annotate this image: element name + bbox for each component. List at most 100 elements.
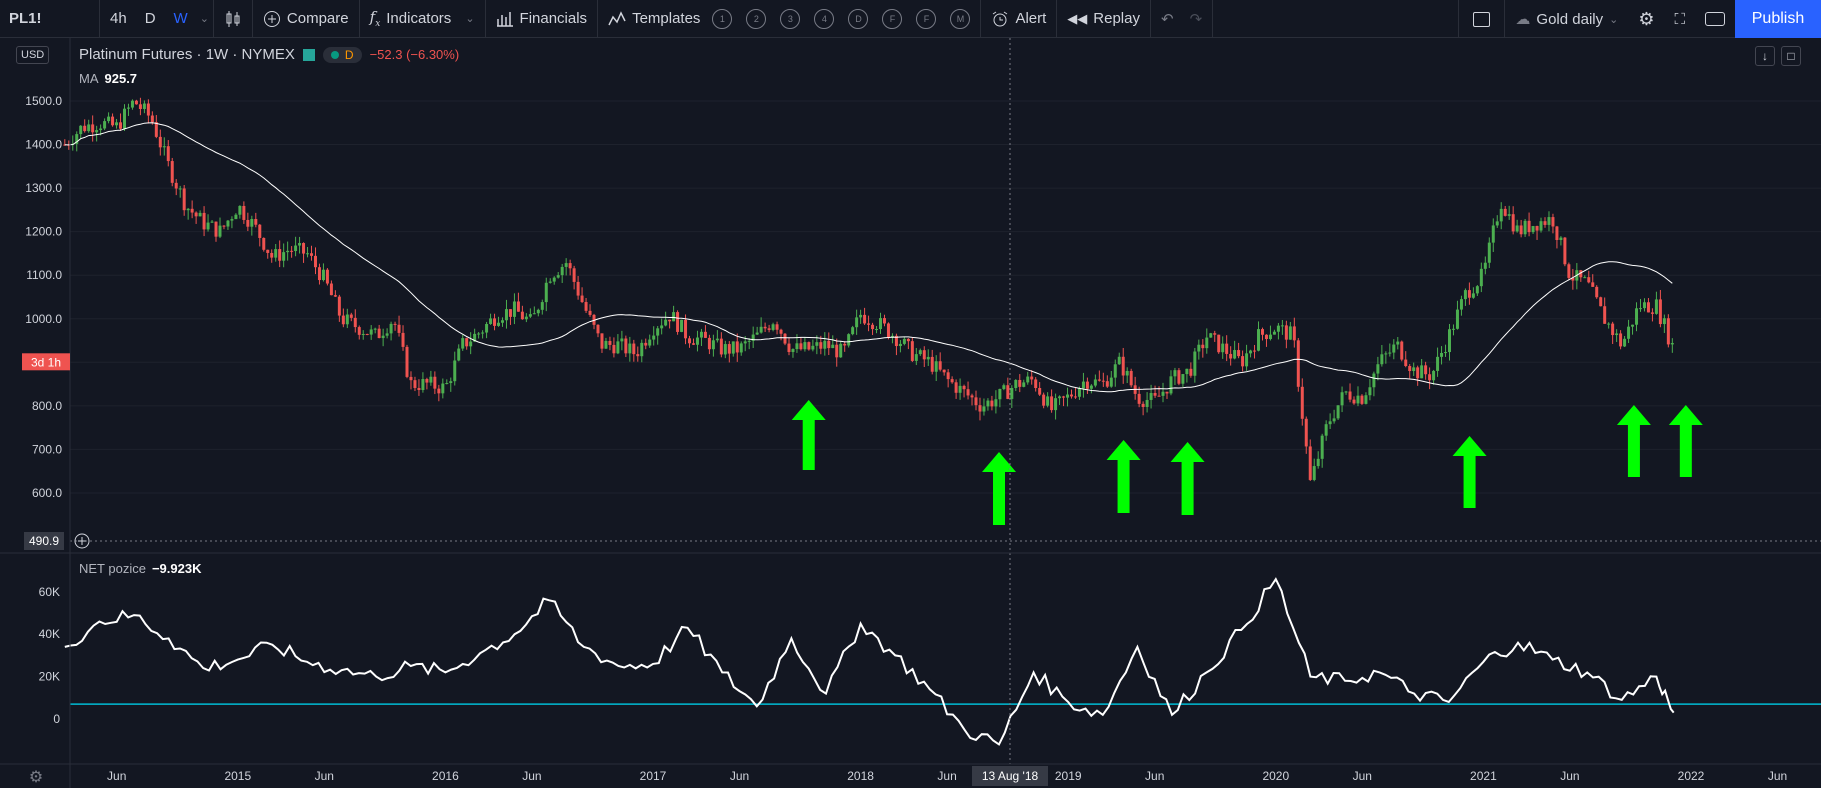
time-tick-label: 2022 xyxy=(1678,769,1705,783)
candle-body xyxy=(831,344,835,349)
candle-body xyxy=(111,116,115,126)
candle-body xyxy=(747,340,751,342)
chart-canvas[interactable]: 1500.01400.01300.01200.01100.01000.0900.… xyxy=(0,38,1821,788)
time-tick-label: Jun xyxy=(522,769,541,783)
interval-d[interactable]: D xyxy=(144,10,156,27)
ma-value: 925.7 xyxy=(104,71,138,86)
candle-body xyxy=(1225,343,1229,354)
currency-selector[interactable]: USD xyxy=(16,46,50,64)
layout-button[interactable] xyxy=(1459,0,1504,38)
candle-body xyxy=(1042,394,1046,406)
fullscreen-button[interactable]: ⛶ xyxy=(1664,0,1695,38)
candle-body xyxy=(341,315,345,325)
candle-body xyxy=(286,250,290,253)
maximize-pane-icon[interactable]: □ xyxy=(1781,46,1801,66)
candle-body xyxy=(516,301,520,312)
candle-body xyxy=(676,312,680,332)
candle-body xyxy=(556,275,560,278)
candle-body xyxy=(361,333,365,335)
candle-body xyxy=(886,323,890,338)
candle-body xyxy=(1483,262,1487,269)
candle-body xyxy=(1237,350,1241,357)
template-slot[interactable]: 1 xyxy=(712,8,733,29)
camera-icon xyxy=(1705,12,1725,26)
template-slot[interactable]: 2 xyxy=(746,8,767,29)
candle-body xyxy=(134,100,138,105)
template-slot[interactable]: F xyxy=(916,8,937,29)
candle-body xyxy=(719,338,723,355)
publish-button[interactable]: Publish xyxy=(1735,0,1821,38)
templates-button[interactable]: Templates xyxy=(598,0,710,38)
candle-body xyxy=(493,318,497,326)
indicators-button[interactable]: fx Indicators ⌄ xyxy=(360,0,485,38)
redo-icon[interactable]: ↷ xyxy=(1189,10,1203,28)
undo-icon[interactable]: ↶ xyxy=(1160,10,1174,28)
alert-button[interactable]: Alert xyxy=(981,0,1056,38)
candle-body xyxy=(1181,374,1185,384)
template-slot[interactable]: D xyxy=(848,8,869,29)
candle-body xyxy=(1264,334,1268,340)
candle-body xyxy=(1559,237,1563,240)
candle-body xyxy=(926,356,930,360)
candle-body xyxy=(596,324,600,334)
candle-body xyxy=(636,354,640,357)
symbol-search[interactable]: PL1! xyxy=(0,0,100,38)
interval-dropdown-icon[interactable]: ⌄ xyxy=(199,13,209,25)
candle-body xyxy=(727,344,731,354)
candle-body xyxy=(1097,379,1101,381)
candle-body xyxy=(1424,365,1428,375)
candle-body xyxy=(608,340,612,345)
time-tick-label: Jun xyxy=(315,769,334,783)
candle-body xyxy=(855,317,859,328)
chart-type-button[interactable] xyxy=(214,0,252,38)
candle-body xyxy=(863,314,867,324)
candle-body xyxy=(1467,290,1471,298)
candle-body xyxy=(1157,395,1161,397)
candle-body xyxy=(469,341,473,347)
candle-body xyxy=(461,338,465,349)
replay-button[interactable]: ◀◀ Replay xyxy=(1057,0,1150,38)
compare-button[interactable]: Compare xyxy=(253,0,359,38)
interval-w[interactable]: W xyxy=(173,10,188,27)
candle-body xyxy=(1002,385,1006,389)
candle-body xyxy=(429,376,433,383)
candle-body xyxy=(234,214,238,220)
candle-body xyxy=(1412,367,1416,372)
candle-body xyxy=(369,329,373,335)
add-plus-icon[interactable] xyxy=(74,533,90,549)
snapshot-button[interactable] xyxy=(1695,0,1735,38)
candle-body xyxy=(1316,458,1320,467)
template-slot[interactable]: 4 xyxy=(814,8,835,29)
template-slot[interactable]: 3 xyxy=(780,8,801,29)
candle-body xyxy=(357,327,361,335)
candle-body xyxy=(1388,352,1392,354)
template-slot[interactable]: F xyxy=(882,8,903,29)
settings-button[interactable]: ⚙ xyxy=(1628,0,1664,38)
candles-icon xyxy=(226,10,240,27)
candle-body xyxy=(485,323,489,333)
candle-body xyxy=(1479,268,1483,287)
candle-body xyxy=(138,104,142,109)
candle-body xyxy=(974,397,978,406)
candle-body xyxy=(246,219,250,227)
interval-4h[interactable]: 4h xyxy=(110,10,127,27)
candle-body xyxy=(250,218,254,227)
financials-button[interactable]: Financials xyxy=(486,0,598,38)
session-badge[interactable]: D xyxy=(322,46,362,63)
candle-body xyxy=(934,361,938,372)
candle-body xyxy=(154,122,158,137)
candle-body xyxy=(867,323,871,325)
candle-body xyxy=(1499,208,1503,222)
gear-icon[interactable]: ⚙ xyxy=(29,769,43,786)
flag-icon[interactable] xyxy=(302,48,315,61)
candle-body xyxy=(313,255,317,268)
arrow-down-icon[interactable]: ↓ xyxy=(1755,46,1775,66)
candle-body xyxy=(966,389,970,396)
candle-body xyxy=(548,281,552,283)
chevron-down-icon[interactable]: ⌄ xyxy=(465,13,475,25)
candle-body xyxy=(107,116,111,122)
candle-body xyxy=(1213,333,1217,335)
candle-body xyxy=(1038,388,1042,395)
layout-name-button[interactable]: ☁ Gold daily ⌄ xyxy=(1505,0,1628,38)
template-slot[interactable]: M xyxy=(950,8,971,29)
